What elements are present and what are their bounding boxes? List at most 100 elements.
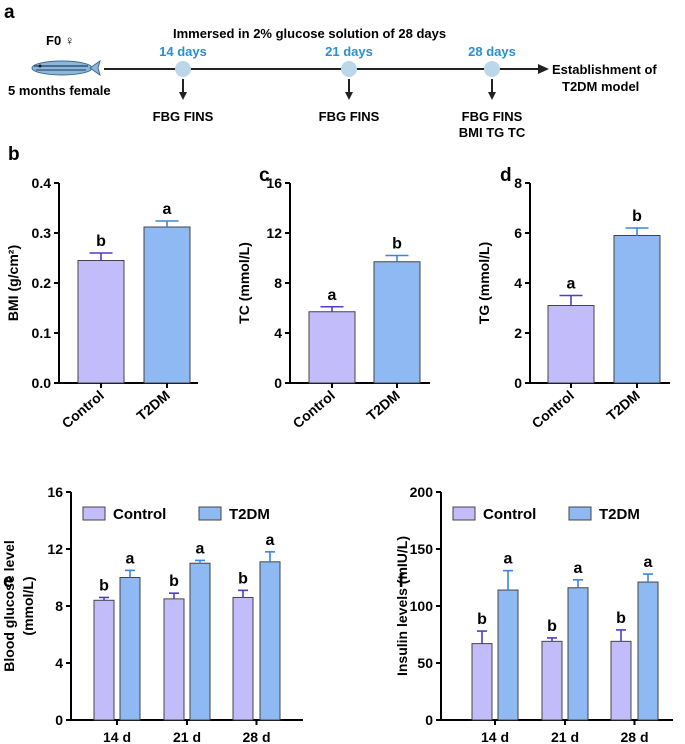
bar (119, 577, 141, 721)
bar (189, 562, 211, 721)
y-tick-label: 0 (55, 712, 63, 728)
significance-label: b (169, 573, 179, 590)
y-tick-label: 8 (514, 175, 522, 191)
bar (93, 599, 115, 721)
legend-swatch (82, 506, 106, 521)
y-tick-label: 50 (417, 655, 433, 671)
y-axis-title: (mmol/L) (20, 576, 36, 635)
timeline-day-label: 14 days (159, 44, 207, 59)
chart-b: b 0.0 0.1 0.2 0.3 0.4 BMI (g/cm²) b Control a T2DM (5, 144, 198, 431)
timeline-drop-arrow (488, 92, 496, 100)
y-tick-label: 16 (47, 484, 63, 500)
panel-letter-c: c (259, 165, 270, 186)
y-axis-title: Blood glucose level (1, 540, 17, 671)
x-tick-label: 28 d (242, 729, 270, 744)
legend-swatch (198, 506, 222, 521)
legend-swatch (452, 506, 476, 521)
x-tick-label: 14 d (481, 729, 509, 744)
panel-letter-a: a (4, 2, 15, 23)
timeline-day-label: 28 days (468, 44, 516, 59)
timeline-drop-arrow (179, 92, 187, 100)
y-tick-label: 200 (410, 484, 434, 500)
timeline-panel: a F0 ♀ 5 months female Immersed in 2% gl… (4, 2, 657, 140)
bar (471, 643, 493, 721)
panel-letter-e: e (3, 571, 14, 592)
legend-label: Control (483, 506, 536, 523)
bar (163, 598, 185, 721)
bar (143, 226, 191, 384)
bar (610, 640, 632, 721)
x-tick-label: 28 d (620, 729, 648, 744)
bar (567, 587, 589, 721)
y-axis-title: BMI (g/cm²) (5, 245, 21, 321)
y-tick-label: 4 (514, 275, 522, 291)
x-tick-label: T2DM (363, 387, 402, 424)
y-tick-label: 8 (274, 275, 282, 291)
x-tick-label: Control (529, 387, 577, 431)
y-tick-label: 0 (514, 375, 522, 391)
y-tick-label: 0.0 (32, 375, 52, 391)
bar (637, 581, 659, 721)
panel-letter-f: f (398, 571, 405, 592)
bar (259, 561, 281, 721)
chart-c: c 0 4 8 12 16 TC (mmol/L) a Control b T2DM (236, 165, 430, 431)
panel-letter-d: d (500, 165, 512, 186)
bar (613, 235, 661, 384)
bar (232, 596, 254, 721)
y-tick-label: 0 (425, 712, 433, 728)
fish-description: 5 months female (8, 83, 111, 98)
significance-label: b (547, 618, 557, 635)
fish-label: F0 ♀ (46, 33, 75, 48)
legend-label: Control (113, 506, 166, 523)
x-tick-label: 21 d (173, 729, 201, 744)
y-tick-label: 100 (410, 598, 434, 614)
chart-d: d 0 2 4 6 8 TG (mmol/L) a Control b T2DM (476, 165, 670, 431)
timeline-node (175, 61, 191, 77)
significance-label: b (392, 236, 402, 253)
bar (541, 640, 563, 721)
end-label-line-1: Establishment of (552, 62, 657, 77)
timeline-measure: FBG FINS (462, 109, 523, 124)
legend-swatch (568, 506, 592, 521)
significance-label: a (126, 550, 135, 567)
timeline-day-label: 21 days (325, 44, 373, 59)
y-tick-label: 12 (266, 225, 282, 241)
significance-label: b (238, 570, 248, 587)
significance-label: b (632, 208, 642, 225)
chart-f: f 0 50 100 150 200 Insulin levels (mIU/L) b a 14 … (394, 484, 673, 744)
timeline-title: Immersed in 2% glucose solution of 28 da… (173, 26, 446, 41)
significance-label: a (328, 287, 337, 304)
end-label-line-2: T2DM model (562, 79, 639, 94)
y-tick-label: 12 (47, 541, 63, 557)
bar (547, 305, 595, 384)
y-tick-label: 4 (274, 325, 282, 341)
y-tick-label: 6 (514, 225, 522, 241)
y-tick-label: 0.2 (32, 275, 52, 291)
timeline-arrowhead (538, 64, 549, 74)
y-tick-label: 150 (410, 541, 434, 557)
y-axis-title: TC (mmol/L) (236, 242, 252, 324)
y-axis-title: TG (mmol/L) (476, 242, 492, 324)
x-tick-label: Control (59, 387, 107, 431)
x-tick-label: T2DM (603, 387, 642, 424)
panel-letter-b: b (8, 144, 20, 165)
bar (77, 260, 125, 384)
y-tick-label: 2 (514, 325, 522, 341)
timeline-drop-arrow (345, 92, 353, 100)
significance-label: b (477, 611, 487, 628)
significance-label: b (616, 610, 626, 627)
timeline-node (484, 61, 500, 77)
significance-label: b (99, 577, 109, 594)
y-tick-label: 0.3 (32, 225, 52, 241)
significance-label: b (96, 233, 106, 250)
timeline-measure: FBG FINS (153, 109, 214, 124)
timeline-measure: BMI TG TC (459, 125, 526, 140)
zebrafish-icon (31, 59, 101, 77)
y-tick-label: 0.1 (32, 325, 52, 341)
legend-label: T2DM (229, 506, 270, 523)
significance-label: a (574, 560, 583, 577)
bar (497, 589, 519, 721)
y-tick-label: 0 (274, 375, 282, 391)
